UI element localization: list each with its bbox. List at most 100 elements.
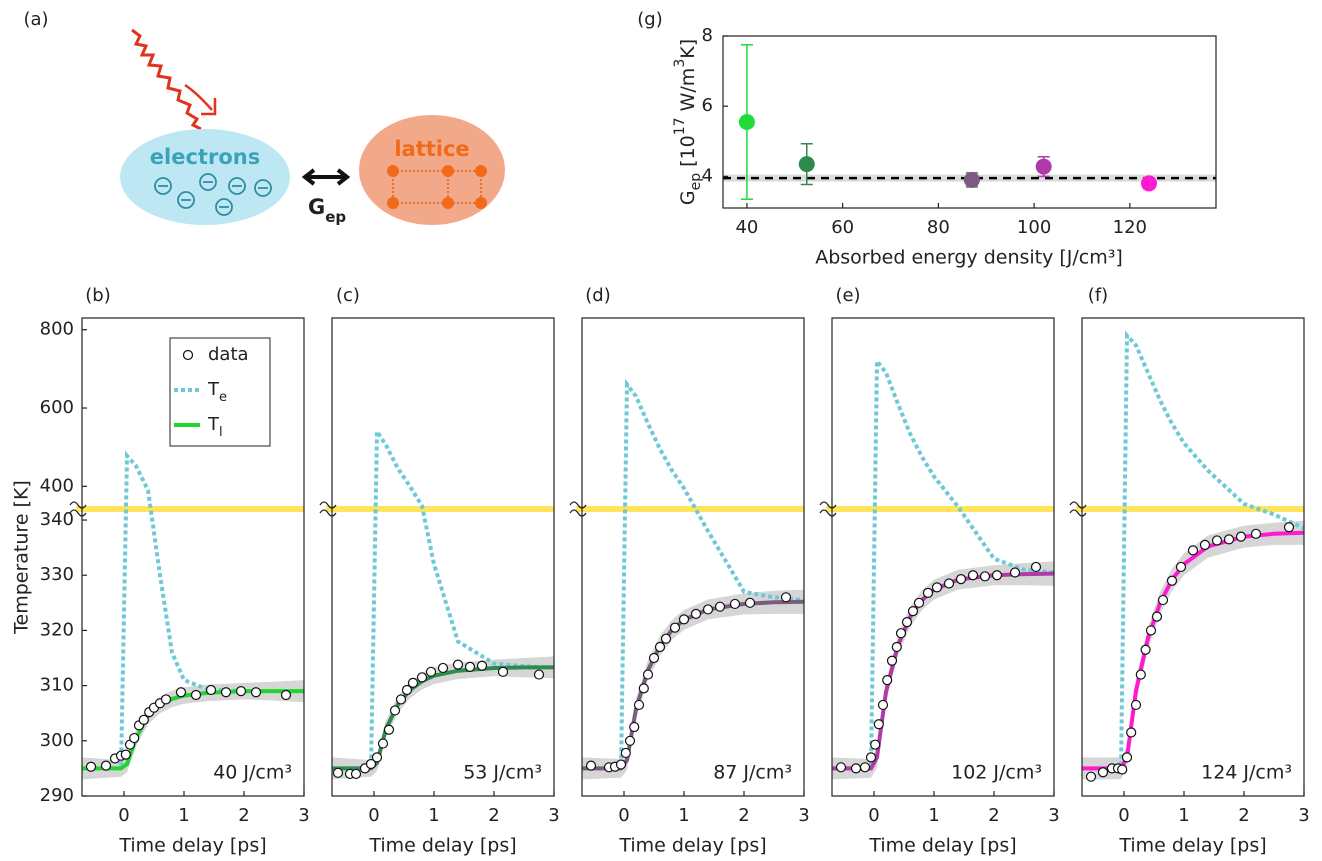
data-point [859, 762, 871, 773]
data-point [1035, 158, 1052, 175]
plot-frame [581, 317, 805, 797]
x-tick-label: 2 [488, 805, 499, 826]
data-point [798, 156, 815, 173]
legend-label: data [208, 344, 249, 365]
axis-break-symbol [69, 501, 87, 517]
data-point [1097, 767, 1109, 778]
data-point [669, 622, 681, 633]
x-tick-label: 80 [927, 217, 950, 238]
x-tick-label: 1 [928, 805, 939, 826]
x-tick-label: 3 [1048, 805, 1059, 826]
y-axis-label: Temperature [K] [11, 480, 33, 635]
data-point [882, 674, 893, 686]
data-point [1121, 752, 1133, 763]
data-point [629, 721, 640, 733]
data-point [850, 763, 862, 774]
data-point [401, 684, 413, 696]
x-tick-label: 40 [735, 217, 758, 238]
data-point [931, 582, 943, 593]
x-tick-label: 2 [988, 805, 999, 826]
electrons-label: electrons [150, 145, 260, 169]
data-point [1235, 531, 1247, 542]
data-point [1130, 699, 1142, 711]
x-tick-label: 2 [238, 805, 249, 826]
plot-frame [331, 317, 555, 797]
x-tick-label: 120 [1113, 217, 1147, 238]
data-point [280, 689, 292, 701]
x-tick-label: 0 [368, 805, 379, 826]
data-point [1187, 545, 1199, 556]
x-tick-label: 3 [1298, 805, 1309, 826]
data-point [660, 633, 672, 644]
data-point [1145, 625, 1157, 636]
y-tick-label: 310 [40, 675, 74, 696]
electrons-ellipse [120, 129, 290, 225]
data-point [85, 761, 97, 772]
data-point [1199, 539, 1211, 550]
data-point [979, 571, 991, 582]
data-point [1030, 561, 1042, 573]
data-point [943, 578, 955, 589]
panel-label: (e) [835, 285, 860, 306]
data-point [205, 684, 217, 696]
panel-label: (g) [637, 9, 662, 30]
legend-label: Te [207, 379, 227, 405]
uncertainty-band [582, 589, 804, 780]
y-tick-label: 4 [702, 165, 713, 186]
electron-temperature-line [832, 355, 1055, 771]
data-point [624, 735, 636, 746]
data-point [891, 641, 902, 653]
plot-frame [1081, 317, 1305, 797]
data-point [615, 759, 627, 770]
data-point [1175, 561, 1187, 573]
x-axis-label: Time delay [ps] [618, 835, 766, 857]
data-point [865, 752, 877, 763]
x-tick-label: 0 [618, 805, 629, 826]
data-point [350, 768, 362, 780]
data-point [1223, 534, 1235, 545]
lattice-temperature-line [582, 599, 805, 771]
x-tick-label: 1 [428, 805, 439, 826]
data-point [886, 655, 898, 666]
data-point [877, 699, 889, 711]
data-point [729, 598, 741, 610]
x-tick-label: 60 [831, 217, 854, 238]
lattice-grid [387, 165, 487, 209]
x-axis-label: Time delay [ps] [1118, 835, 1266, 857]
data-point [332, 767, 344, 778]
data-point [250, 687, 262, 698]
data-point [963, 171, 980, 188]
plot-frame [831, 317, 1055, 797]
legend-label-main: T [207, 379, 220, 400]
legend-label: Tl [207, 414, 223, 440]
axis-break-symbol [569, 501, 587, 517]
plot-frame [81, 317, 305, 797]
coupling-symbol: G [308, 195, 325, 219]
y-axis-label: Gep [1017 W/m3K] [672, 39, 704, 205]
x-tick-label: 3 [548, 805, 559, 826]
data-point [497, 666, 509, 677]
y-label-part: G [677, 190, 699, 205]
light-pulse [131, 28, 202, 131]
data-point [235, 686, 247, 697]
y-tick-label: 330 [40, 564, 74, 585]
electron-temperature-line [582, 378, 805, 771]
data-point [835, 762, 847, 773]
data-point [678, 614, 690, 625]
electron-temperature-line [1082, 330, 1305, 771]
data-point [371, 752, 383, 763]
y-label-part: K] [677, 39, 699, 59]
x-axis-label: Time delay [ps] [118, 835, 266, 857]
y-tick-label: 400 [40, 475, 74, 496]
data-point [1140, 644, 1151, 655]
panel-label: (a) [23, 9, 48, 30]
data-point [129, 732, 140, 744]
legend-label-subscript: e [219, 390, 227, 405]
y-tick-label: 340 [40, 509, 74, 530]
lattice-temperature-line [332, 665, 554, 771]
data-point [955, 573, 967, 585]
y-tick-label: 6 [702, 95, 713, 116]
data-point [1117, 764, 1128, 775]
data-point [437, 662, 449, 674]
y-tick-label: 8 [702, 25, 713, 46]
